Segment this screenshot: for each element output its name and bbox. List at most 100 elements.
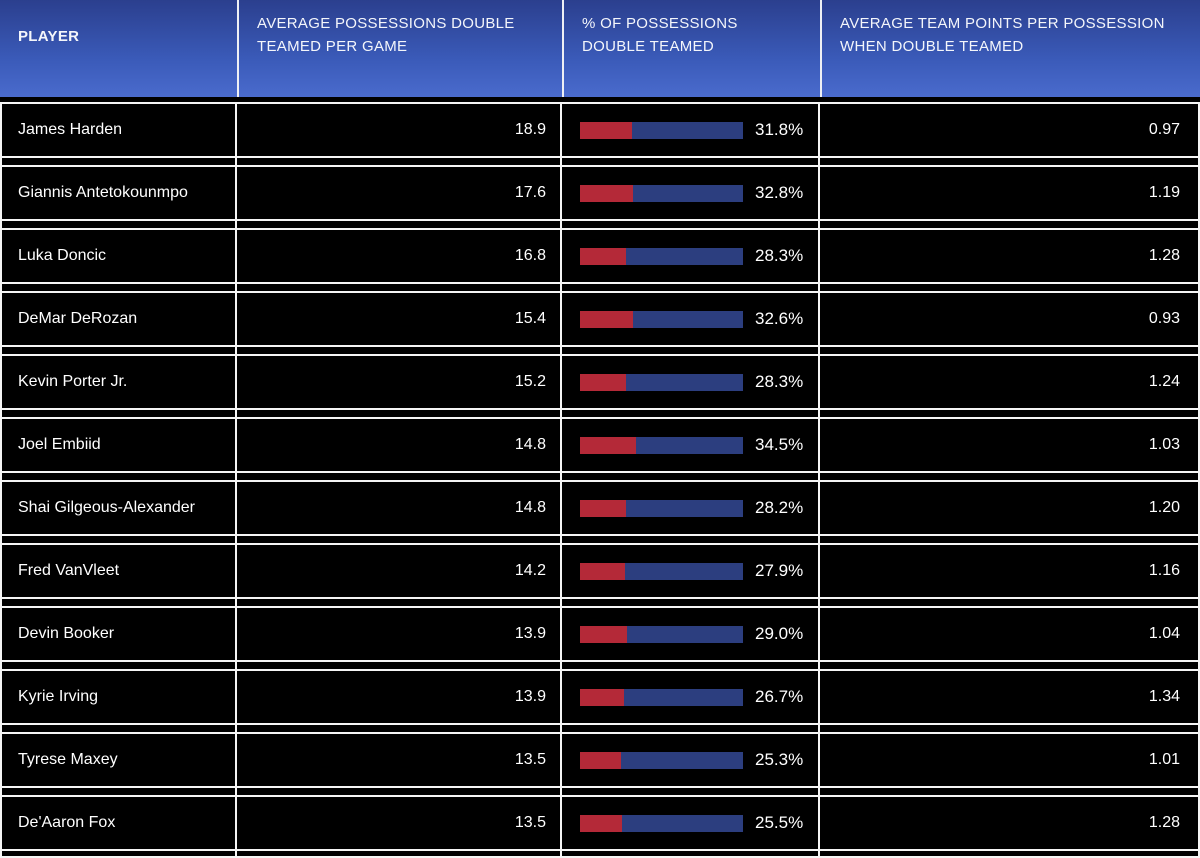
pct-label: 25.3% xyxy=(755,750,804,769)
pct-possessions-cell: 34.5% xyxy=(562,435,820,455)
pct-bar-filled-segment xyxy=(580,121,632,139)
pct-bar-remainder-segment xyxy=(626,373,743,391)
table-body: James Harden 18.9 31.8% 0.97 Giannis Ant… xyxy=(0,102,1200,858)
table-row: De'Aaron Fox 13.5 25.5% 1.28 xyxy=(0,795,1200,851)
pct-bar xyxy=(580,499,743,517)
pct-possessions-cell: 31.8% xyxy=(562,120,820,140)
ppp-value: 1.24 xyxy=(1148,373,1180,390)
pct-bar xyxy=(580,625,743,643)
pct-bar xyxy=(580,310,743,328)
ppp-value: 0.93 xyxy=(1148,310,1180,327)
pct-possessions-cell: 28.3% xyxy=(562,372,820,392)
ppp-value: 1.34 xyxy=(1148,688,1180,705)
table-row: Shai Gilgeous-Alexander 14.8 28.2% 1.20 xyxy=(0,480,1200,536)
pct-bar-filled-segment xyxy=(580,562,626,580)
player-name: Joel Embiid xyxy=(18,436,101,453)
pct-bar-remainder-segment xyxy=(625,499,743,517)
table-row: James Harden 18.9 31.8% 0.97 xyxy=(0,102,1200,158)
column-header-avg-possessions: AVERAGE POSSESSIONS DOUBLE TEAMED PER GA… xyxy=(237,0,562,97)
pct-bar-filled-segment xyxy=(580,373,627,391)
pct-bar-filled-segment xyxy=(580,499,626,517)
ppp-value: 1.28 xyxy=(1148,247,1180,264)
ppp-value: 1.28 xyxy=(1148,814,1180,831)
pct-bar-remainder-segment xyxy=(621,814,743,832)
column-header-player: PLAYER xyxy=(18,28,80,45)
pct-label: 31.8% xyxy=(755,120,804,139)
pct-label: 28.3% xyxy=(755,372,804,391)
table-row: DeMar DeRozan 15.4 32.6% 0.93 xyxy=(0,291,1200,347)
pct-bar-filled-segment xyxy=(580,310,634,328)
table-header: PLAYER AVERAGE POSSESSIONS DOUBLE TEAMED… xyxy=(0,0,1200,97)
pct-label: 27.9% xyxy=(755,561,804,580)
table-row: Giannis Antetokounmpo 17.6 32.8% 1.19 xyxy=(0,165,1200,221)
player-name: James Harden xyxy=(18,121,123,138)
pct-label: 34.5% xyxy=(755,435,804,454)
pct-bar xyxy=(580,247,743,265)
ppp-value: 1.19 xyxy=(1148,184,1180,201)
ppp-value: 1.04 xyxy=(1148,625,1180,642)
pct-bar xyxy=(580,436,743,454)
pct-bar-remainder-segment xyxy=(633,184,743,202)
pct-possessions-cell: 32.8% xyxy=(562,183,820,203)
cutoff-next-row-border xyxy=(0,856,1200,858)
ppp-value: 1.16 xyxy=(1148,562,1180,579)
avg-possessions-value: 16.8 xyxy=(514,247,546,264)
pct-possessions-cell: 26.7% xyxy=(562,687,820,707)
player-name: Devin Booker xyxy=(18,625,115,642)
pct-possessions-cell: 25.5% xyxy=(562,813,820,833)
table-row: Fred VanVleet 14.2 27.9% 1.16 xyxy=(0,543,1200,599)
ppp-value: 1.01 xyxy=(1148,751,1180,768)
pct-possessions-cell: 27.9% xyxy=(562,561,820,581)
pct-bar xyxy=(580,373,743,391)
player-name: Giannis Antetokounmpo xyxy=(18,184,188,201)
pct-bar xyxy=(580,688,743,706)
pct-bar-remainder-segment xyxy=(631,121,743,139)
player-name: Kyrie Irving xyxy=(18,688,99,705)
avg-possessions-value: 18.9 xyxy=(514,121,546,138)
table-row: Joel Embiid 14.8 34.5% 1.03 xyxy=(0,417,1200,473)
pct-bar xyxy=(580,751,743,769)
pct-label: 26.7% xyxy=(755,687,804,706)
avg-possessions-value: 15.4 xyxy=(514,310,546,327)
pct-possessions-cell: 28.2% xyxy=(562,498,820,518)
table-row: Kevin Porter Jr. 15.2 28.3% 1.24 xyxy=(0,354,1200,410)
pct-possessions-cell: 25.3% xyxy=(562,750,820,770)
pct-bar-remainder-segment xyxy=(627,625,743,643)
pct-possessions-cell: 29.0% xyxy=(562,624,820,644)
table-row: Kyrie Irving 13.9 26.7% 1.34 xyxy=(0,669,1200,725)
avg-possessions-value: 17.6 xyxy=(514,184,546,201)
pct-bar-remainder-segment xyxy=(636,436,743,454)
avg-possessions-value: 15.2 xyxy=(514,373,546,390)
pct-bar xyxy=(580,814,743,832)
avg-possessions-value: 13.9 xyxy=(514,688,546,705)
column-header-pct-possessions: % OF POSSESSIONS DOUBLE TEAMED xyxy=(562,0,820,97)
player-name: Luka Doncic xyxy=(18,247,107,264)
table-row: Luka Doncic 16.8 28.3% 1.28 xyxy=(0,228,1200,284)
pct-bar-filled-segment xyxy=(580,436,637,454)
pct-bar-remainder-segment xyxy=(625,562,743,580)
pct-bar xyxy=(580,184,743,202)
ppp-value: 1.20 xyxy=(1148,499,1180,516)
player-name: Kevin Porter Jr. xyxy=(18,373,128,390)
avg-possessions-value: 14.2 xyxy=(514,562,546,579)
player-name: De'Aaron Fox xyxy=(18,814,116,831)
pct-bar-filled-segment xyxy=(580,688,624,706)
pct-bar-remainder-segment xyxy=(621,751,743,769)
pct-bar-filled-segment xyxy=(580,751,622,769)
pct-possessions-cell: 28.3% xyxy=(562,246,820,266)
ppp-value: 1.03 xyxy=(1148,436,1180,453)
pct-bar-filled-segment xyxy=(580,247,627,265)
avg-possessions-value: 13.5 xyxy=(514,751,546,768)
table-row: Tyrese Maxey 13.5 25.3% 1.01 xyxy=(0,732,1200,788)
pct-bar-filled-segment xyxy=(580,814,622,832)
avg-possessions-value: 13.9 xyxy=(514,625,546,642)
pct-bar xyxy=(580,562,743,580)
player-name: DeMar DeRozan xyxy=(18,310,138,327)
pct-label: 28.3% xyxy=(755,246,804,265)
pct-possessions-cell: 32.6% xyxy=(562,309,820,329)
pct-bar-remainder-segment xyxy=(626,247,743,265)
avg-possessions-value: 13.5 xyxy=(514,814,546,831)
pct-bar-filled-segment xyxy=(580,184,634,202)
pct-bar-filled-segment xyxy=(580,625,628,643)
pct-bar-remainder-segment xyxy=(633,310,743,328)
